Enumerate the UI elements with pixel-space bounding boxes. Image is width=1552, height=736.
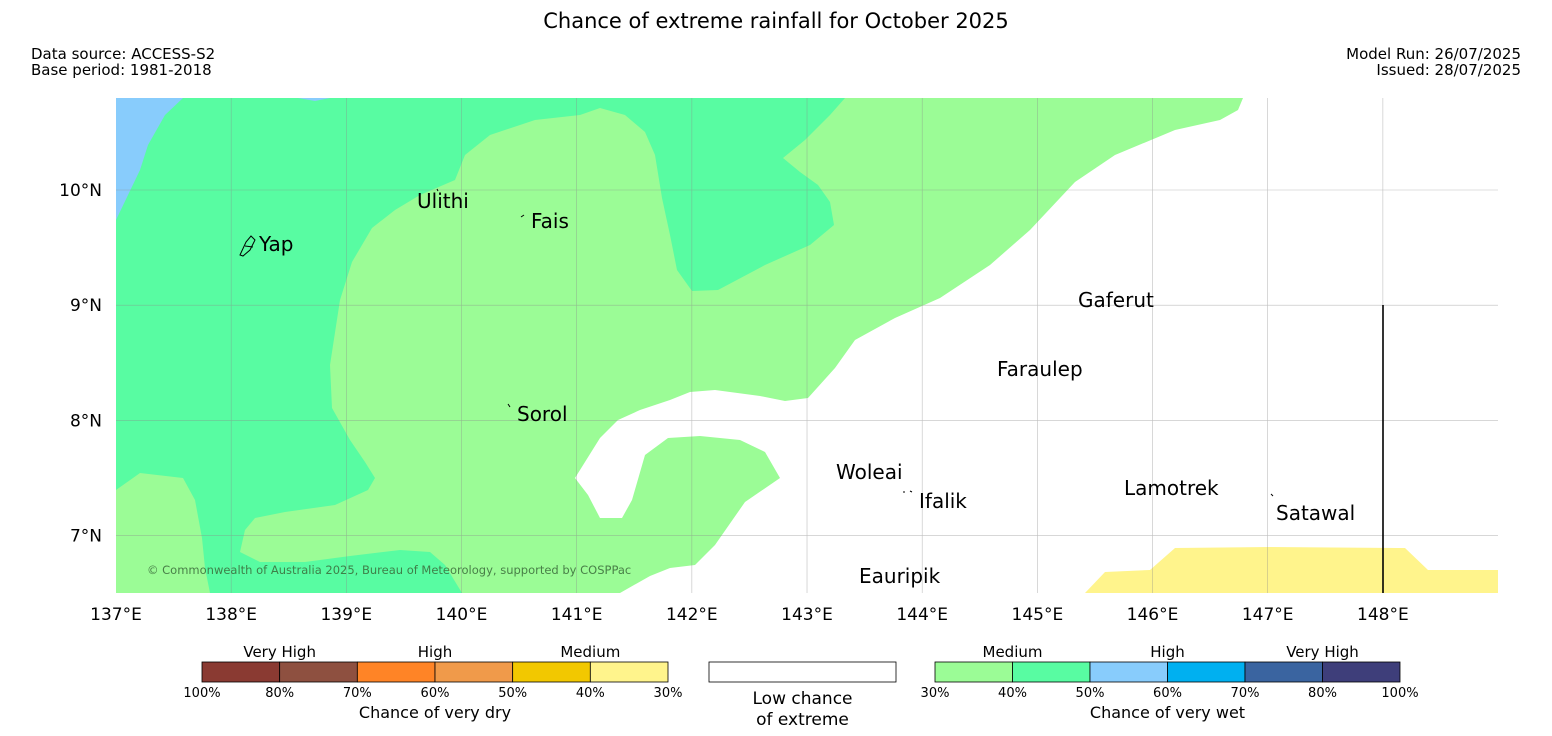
wet-legend-tick-label: 80% <box>1308 686 1337 701</box>
dry-legend-group-label: High <box>418 643 452 661</box>
dry-legend-swatch <box>356 661 436 683</box>
base-period: Base period: 1981-2018 <box>31 61 212 79</box>
wet-legend-group-label: Very High <box>1286 643 1359 661</box>
island-markers <box>239 188 1274 497</box>
lon-tick-label: 140°E <box>436 605 488 625</box>
lon-tick-label: 139°E <box>320 605 372 625</box>
wet-legend-swatch <box>1244 661 1323 683</box>
wet-legend-swatch <box>1089 661 1168 683</box>
data-source: Data source: ACCESS-S2 <box>31 45 216 63</box>
place-label-satawal: Satawal <box>1276 501 1355 525</box>
lon-tick-label: 142°E <box>666 605 718 625</box>
lat-tick-label: 8°N <box>70 411 102 431</box>
wet-legend-swatch <box>1167 661 1246 683</box>
dry-legend-title: Chance of very dry <box>359 703 511 722</box>
place-label-faraulep: Faraulep <box>997 357 1083 381</box>
lon-tick-label: 147°E <box>1242 605 1294 625</box>
map-title: Chance of extreme rainfall for October 2… <box>543 9 1009 33</box>
lon-tick-label: 145°E <box>1012 605 1064 625</box>
wet-50-60-region <box>116 98 183 220</box>
wet-legend-tick-label: 100% <box>1381 686 1418 701</box>
gridlines <box>116 98 1498 593</box>
place-label-woleai: Woleai <box>836 460 903 484</box>
dry-legend-tick-label: 100% <box>183 686 220 701</box>
dry-legend-tick-label: 40% <box>576 686 605 701</box>
place-label-fais: Fais <box>531 209 569 233</box>
dry-legend-tick-label: 50% <box>498 686 527 701</box>
dry-legend-group-label: Medium <box>560 643 620 661</box>
place-label-ifalik: Ifalik <box>919 489 967 513</box>
dry-legend-swatch <box>279 661 358 683</box>
wet-legend-group-label: Medium <box>983 643 1043 661</box>
dry-legend-tick-label: 70% <box>343 686 372 701</box>
copyright-notice: © Commonwealth of Australia 2025, Bureau… <box>147 563 631 577</box>
lat-tick-label: 7°N <box>70 527 102 547</box>
place-label-yap: Yap <box>258 232 293 256</box>
longitude-labels: 137°E 138°E 139°E 140°E 141°E 142°E 143°E 144°E… <box>90 605 1409 625</box>
fais-island-icon <box>520 214 525 218</box>
wet-legend-swatch <box>934 661 1013 683</box>
dry-legend-group-label: Very High <box>243 643 316 661</box>
place-label-eauripik: Eauripik <box>859 564 941 588</box>
lon-tick-label: 144°E <box>896 605 948 625</box>
lon-tick-label: 138°E <box>205 605 257 625</box>
wet-legend-group-label: High <box>1150 643 1184 661</box>
wet-legend-tick-label: 70% <box>1231 686 1260 701</box>
wet-legend-title: Chance of very wet <box>1090 703 1245 722</box>
issued-date: Issued: 28/07/2025 <box>1376 61 1521 79</box>
wet-legend-tick-label: 50% <box>1076 686 1105 701</box>
place-label-lamotrek: Lamotrek <box>1124 476 1219 500</box>
wet-legend-tick-label: 60% <box>1153 686 1182 701</box>
meta-right: Model Run: 26/07/2025 Issued: 28/07/2025 <box>1346 46 1521 78</box>
place-label-sorol: Sorol <box>517 402 568 426</box>
low-chance-swatch <box>708 661 897 683</box>
wet-legend-swatch <box>1012 661 1091 683</box>
low-chance-label-line2: of extreme <box>756 710 849 730</box>
dry-legend-tick-label: 30% <box>654 686 683 701</box>
low-chance-label: Low chance <box>753 689 853 709</box>
legend: 100% 80% 70% 60% 50% 40% 30% Very High High Mediu… <box>183 643 1418 730</box>
latitude-labels: 10°N 9°N 8°N 7°N <box>59 181 102 547</box>
dry-legend-swatch <box>512 661 591 683</box>
lon-tick-label: 137°E <box>90 605 142 625</box>
place-label-ulithi: Ulithi <box>417 189 469 213</box>
lon-tick-label: 148°E <box>1357 605 1409 625</box>
wet-legend-tick-label: 30% <box>921 686 950 701</box>
dry-legend-tick-label: 60% <box>421 686 450 701</box>
lon-tick-label: 146°E <box>1127 605 1179 625</box>
dry-legend-tick-label: 80% <box>265 686 294 701</box>
satawal-island-icon <box>1270 493 1274 497</box>
wet-legend-tick-label: 40% <box>998 686 1027 701</box>
sorol-island-icon <box>507 403 511 408</box>
dry-legend-swatch <box>589 661 669 683</box>
lon-tick-label: 143°E <box>781 605 833 625</box>
lat-tick-label: 10°N <box>59 181 102 201</box>
dry-legend-swatch <box>434 661 514 683</box>
medium-wet-region <box>116 98 1243 593</box>
wet-40-50-region <box>116 98 845 593</box>
wet-legend-swatch <box>1322 661 1401 683</box>
wet-50-60-sliver <box>298 98 330 101</box>
lat-tick-label: 9°N <box>70 296 102 316</box>
dry-legend-swatch <box>201 661 281 683</box>
meta-left: Data source: ACCESS-S2 Base period: 1981… <box>31 46 215 78</box>
model-run: Model Run: 26/07/2025 <box>1346 45 1521 63</box>
yap-island-icon <box>239 235 256 257</box>
ulithi-island-icon <box>436 188 439 192</box>
place-label-gaferut: Gaferut <box>1078 288 1154 312</box>
ifalik-island-icon <box>903 490 913 493</box>
dry-30-40-region <box>1085 547 1498 593</box>
lon-tick-label: 141°E <box>551 605 603 625</box>
